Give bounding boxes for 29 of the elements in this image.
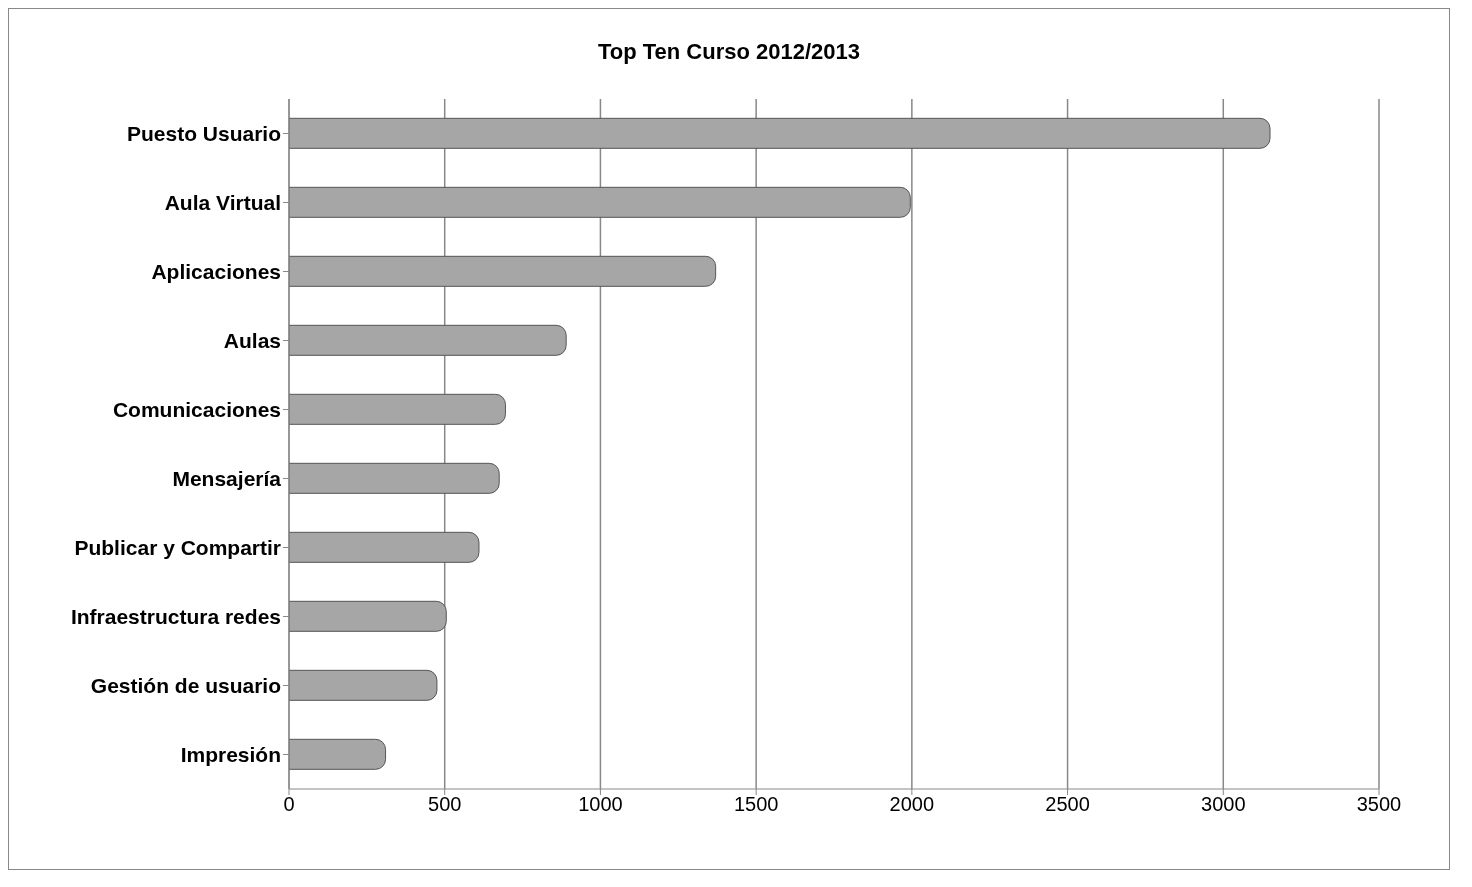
- y-tick-label: Puesto Usuario: [126, 121, 281, 145]
- bar: [289, 324, 567, 356]
- bar: [289, 186, 911, 218]
- chart-title: Top Ten Curso 2012/2013: [596, 38, 862, 66]
- y-tick-label: Gestión de usuario: [90, 673, 281, 697]
- bar: [289, 738, 387, 770]
- x-tick-label: 2000: [889, 793, 935, 816]
- y-tick-label: Impresión: [180, 742, 281, 766]
- x-tick-label: 2500: [1045, 793, 1090, 816]
- y-tick-label: Infraestructura redes: [70, 604, 281, 628]
- bar: [289, 393, 506, 425]
- bar: [289, 531, 480, 563]
- x-tick-label: 500: [428, 793, 462, 816]
- bar: [289, 600, 447, 632]
- x-tick-label: 3500: [1356, 793, 1402, 816]
- y-tick-label: Aplicaciones: [151, 259, 281, 283]
- x-tick-label: 1000: [578, 793, 623, 816]
- bar: [289, 255, 717, 287]
- y-tick-label: Comunicaciones: [112, 397, 281, 421]
- y-tick-label: Publicar y Compartir: [74, 535, 281, 559]
- y-tick-label: Mensajería: [172, 466, 282, 490]
- y-tick-label: Aulas: [223, 328, 281, 352]
- x-tick-label: 1500: [733, 793, 779, 816]
- x-tick-label: 0: [283, 793, 295, 816]
- bar: [289, 117, 1271, 149]
- bar: [289, 462, 500, 494]
- x-tick-label: 3000: [1201, 793, 1246, 816]
- y-tick-label: Aula Virtual: [164, 190, 281, 214]
- bar: [289, 669, 438, 701]
